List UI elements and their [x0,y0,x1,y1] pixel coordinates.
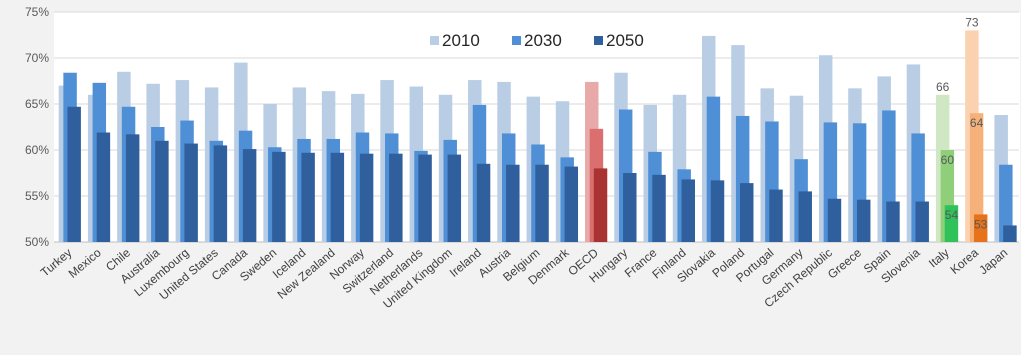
y-tick-label: 60% [25,143,49,157]
legend-swatch-2030 [512,36,521,45]
y-tick-label: 55% [25,189,49,203]
bar-turkey-2050 [67,106,81,242]
bar-sweden-2050 [272,151,286,242]
bar-chile-2050 [125,134,140,242]
bar-poland-2050 [740,183,754,242]
bar-czech-republic-2050 [827,198,842,242]
y-tick-label: 75% [25,5,49,19]
legend-swatch-2050 [594,36,603,45]
data-label-italy-2050: 54 [945,208,959,222]
bar-korea-2030 [969,113,984,242]
bar-spain-2050 [886,201,900,242]
bar-iceland-2050 [301,152,315,242]
bar-australia-2050 [155,140,169,242]
bar-japan-2050 [1003,225,1017,242]
data-label-korea-2010: 73 [965,15,979,29]
data-labels: 66 60 54 73 64 53 [936,15,988,231]
bar-switzerland-2050 [389,153,403,242]
bar-austria-2050 [506,164,520,242]
data-label-italy-2030: 60 [941,153,955,167]
legend: 2010 2030 2050 [430,31,644,50]
bar-mexico-2050 [96,132,111,242]
bar-slovenia-2050 [915,201,929,242]
bar-denmark-2050 [564,166,579,242]
y-tick-label: 70% [25,51,49,65]
legend-swatch-2010 [430,36,439,45]
bar-portugal-2050 [769,189,783,242]
data-label-korea-2050: 53 [974,217,988,231]
data-label-korea-2030: 64 [970,116,984,130]
bar-norway-2050 [359,153,374,242]
bar-luxembourg-2050 [184,143,198,242]
bar-canada-2050 [242,149,257,242]
legend-label-2030: 2030 [524,31,562,50]
legend-label-2050: 2050 [606,31,644,50]
y-tick-label: 65% [25,97,49,111]
bars [58,30,1017,243]
bar-netherlands-2050 [418,154,432,242]
bar-italy-2050 [944,205,959,242]
data-label-italy-2010: 66 [936,80,950,94]
bar-slovakia-2050 [710,180,725,242]
y-axis: 50% 55% 60% 65% 70% 75% [25,5,49,249]
bar-germany-2050 [798,191,812,242]
bar-finland-2050 [681,179,695,242]
bar-united-kingdom-2050 [447,154,462,242]
bar-oecd-2050 [593,168,608,242]
bar-france-2050 [652,174,666,242]
bar-hungary-2050 [623,173,637,242]
legend-label-2010: 2010 [442,31,480,50]
y-tick-label: 50% [25,235,49,249]
bar-greece-2050 [856,199,871,242]
bar-united-states-2050 [213,145,228,242]
bar-belgium-2050 [535,164,549,242]
bar-ireland-2050 [476,163,491,242]
bar-japan-2030 [999,164,1013,242]
bar-korea-2050 [973,214,988,242]
bar-new-zealand-2050 [330,152,345,242]
